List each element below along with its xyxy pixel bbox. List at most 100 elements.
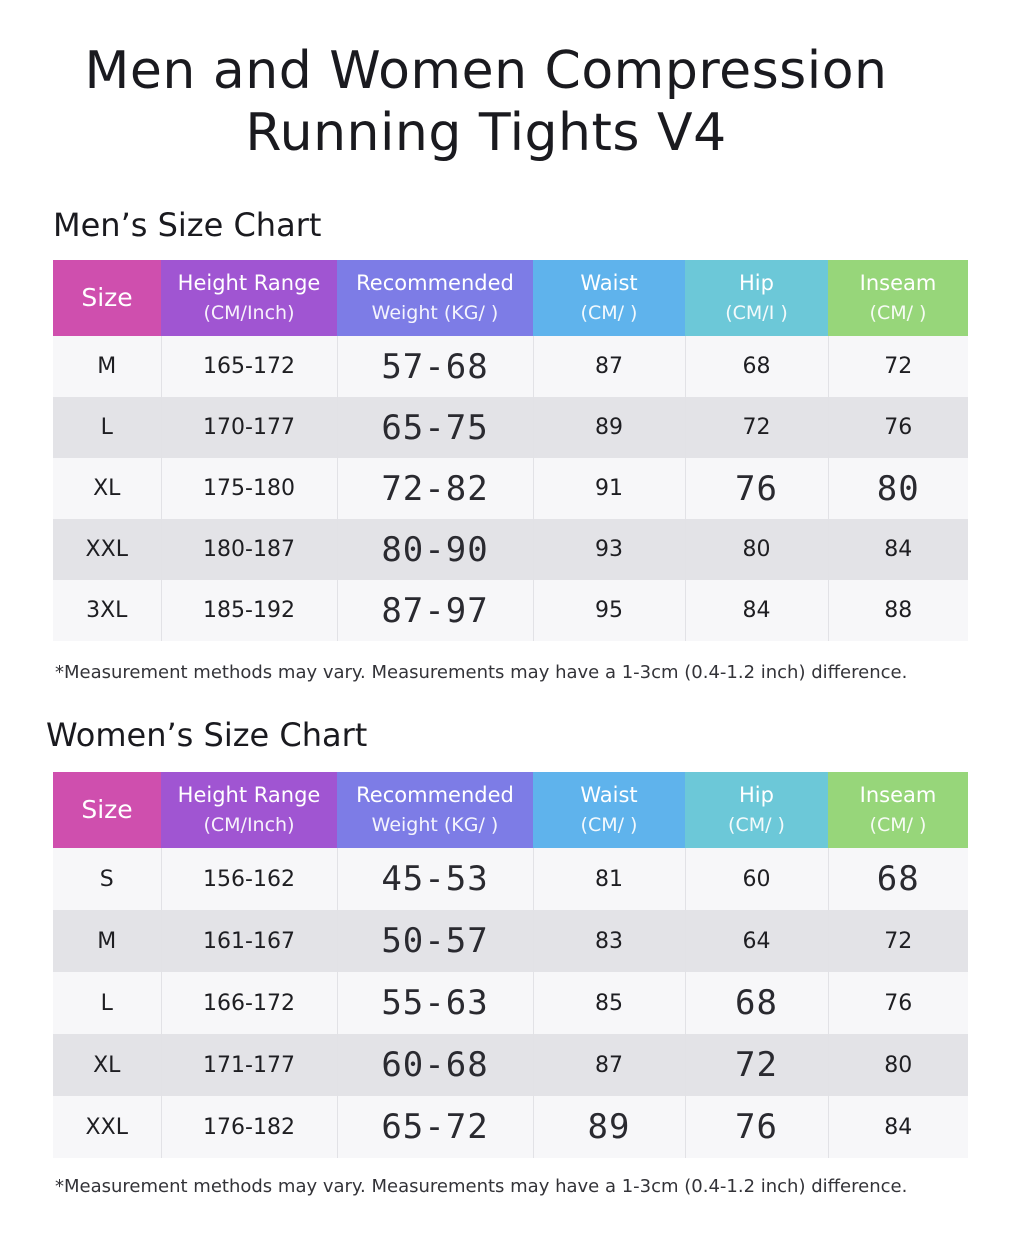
cell-size: L — [53, 397, 162, 458]
header-weight-label: Recommended — [356, 271, 514, 295]
cell-waist: 95 — [533, 580, 686, 641]
header-size: Size — [53, 260, 161, 336]
cell-inseam: 72 — [828, 336, 968, 397]
header-waist: Waist (CM/ ) — [533, 260, 685, 336]
header-inseam-label: Inseam — [859, 271, 937, 295]
header-waist-unit: (CM/ ) — [580, 302, 638, 324]
cell-size: XL — [53, 458, 162, 519]
cell-waist: 89 — [533, 1096, 686, 1158]
cell-hip: 84 — [685, 580, 829, 641]
header-weight: Recommended Weight (KG/ ) — [337, 260, 533, 336]
cell-hip: 72 — [685, 397, 829, 458]
cell-hip: 60 — [685, 848, 829, 910]
header-height: Height Range (CM/Inch) — [161, 260, 337, 336]
cell-height: 161-167 — [161, 910, 338, 972]
cell-height: 185-192 — [161, 580, 338, 641]
cell-size: M — [53, 910, 162, 972]
header-height-unit: (CM/Inch) — [203, 302, 295, 324]
cell-height: 180-187 — [161, 519, 338, 580]
table-row: L 166-172 55-63 85 68 76 — [53, 972, 968, 1034]
cell-height: 176-182 — [161, 1096, 338, 1158]
cell-weight: 55-63 — [337, 972, 534, 1034]
cell-weight: 57-68 — [337, 336, 534, 397]
cell-waist: 87 — [533, 336, 686, 397]
cell-weight: 45-53 — [337, 848, 534, 910]
cell-weight: 60-68 — [337, 1034, 534, 1096]
header-weight-unit: Weight (KG/ ) — [371, 814, 499, 836]
title-line-2: Running Tights V4 — [245, 103, 727, 163]
header-hip: Hip (CM/ ) — [685, 772, 828, 848]
mens-size-table: Size Height Range (CM/Inch) Recommended We… — [53, 260, 968, 641]
header-inseam: Inseam (CM/ ) — [828, 772, 968, 848]
cell-weight: 50-57 — [337, 910, 534, 972]
cell-size: XXL — [53, 1096, 162, 1158]
cell-hip: 80 — [685, 519, 829, 580]
cell-hip: 76 — [685, 1096, 829, 1158]
header-inseam: Inseam (CM/ ) — [828, 260, 968, 336]
cell-waist: 85 — [533, 972, 686, 1034]
cell-inseam: 76 — [828, 397, 968, 458]
cell-size: XXL — [53, 519, 162, 580]
header-weight-unit: Weight (KG/ ) — [371, 302, 499, 324]
cell-hip: 64 — [685, 910, 829, 972]
header-height-label: Height Range — [177, 271, 321, 295]
table-row: 3XL 185-192 87-97 95 84 88 — [53, 580, 968, 641]
cell-inseam: 80 — [828, 1034, 968, 1096]
title-line-1: Men and Women Compression — [84, 41, 888, 101]
table-row: M 165-172 57-68 87 68 72 — [53, 336, 968, 397]
cell-height: 175-180 — [161, 458, 338, 519]
header-hip: Hip (CM/I ) — [685, 260, 828, 336]
cell-size: L — [53, 972, 162, 1034]
cell-inseam: 72 — [828, 910, 968, 972]
table-row: XL 171-177 60-68 87 72 80 — [53, 1034, 968, 1096]
cell-waist: 83 — [533, 910, 686, 972]
header-inseam-unit: (CM/ ) — [869, 302, 927, 324]
cell-weight: 80-90 — [337, 519, 534, 580]
cell-inseam: 76 — [828, 972, 968, 1034]
cell-waist: 89 — [533, 397, 686, 458]
table-row: XXL 176-182 65-72 89 76 84 — [53, 1096, 968, 1158]
cell-weight: 72-82 — [337, 458, 534, 519]
cell-height: 166-172 — [161, 972, 338, 1034]
header-hip-unit: (CM/ ) — [728, 814, 785, 836]
table-row: XXL 180-187 80-90 93 80 84 — [53, 519, 968, 580]
cell-waist: 87 — [533, 1034, 686, 1096]
header-height: Height Range (CM/Inch) — [161, 772, 337, 848]
cell-hip: 68 — [685, 972, 829, 1034]
cell-inseam: 84 — [828, 1096, 968, 1158]
header-weight-label: Recommended — [356, 783, 514, 807]
cell-hip: 76 — [685, 458, 829, 519]
page-title: Men and Women Compression Running Tights… — [0, 40, 972, 164]
cell-hip: 68 — [685, 336, 829, 397]
header-size: Size — [53, 772, 161, 848]
cell-waist: 93 — [533, 519, 686, 580]
cell-inseam: 80 — [828, 458, 968, 519]
cell-inseam: 84 — [828, 519, 968, 580]
header-hip-label: Hip — [739, 271, 774, 295]
cell-inseam: 68 — [828, 848, 968, 910]
mens-chart-title: Men’s Size Chart — [53, 206, 322, 244]
cell-height: 156-162 — [161, 848, 338, 910]
header-hip-label: Hip — [739, 783, 774, 807]
table-row: S 156-162 45-53 81 60 68 — [53, 848, 968, 910]
cell-height: 171-177 — [161, 1034, 338, 1096]
cell-inseam: 88 — [828, 580, 968, 641]
header-waist-label: Waist — [580, 783, 638, 807]
header-waist: Waist (CM/ ) — [533, 772, 685, 848]
table-row: XL 175-180 72-82 91 76 80 — [53, 458, 968, 519]
mens-measurement-note: *Measurement methods may vary. Measureme… — [55, 662, 908, 683]
cell-height: 170-177 — [161, 397, 338, 458]
cell-weight: 87-97 — [337, 580, 534, 641]
header-inseam-unit: (CM/ ) — [869, 814, 927, 836]
cell-hip: 72 — [685, 1034, 829, 1096]
cell-waist: 81 — [533, 848, 686, 910]
cell-size: M — [53, 336, 162, 397]
table-header-row: Size Height Range (CM/Inch) Recommended We… — [53, 260, 968, 336]
table-row: L 170-177 65-75 89 72 76 — [53, 397, 968, 458]
cell-waist: 91 — [533, 458, 686, 519]
header-waist-label: Waist — [580, 271, 638, 295]
header-inseam-label: Inseam — [859, 783, 937, 807]
header-height-label: Height Range — [177, 783, 321, 807]
womens-size-table: Size Height Range (CM/Inch) Recommended We… — [53, 772, 968, 1158]
table-row: M 161-167 50-57 83 64 72 — [53, 910, 968, 972]
